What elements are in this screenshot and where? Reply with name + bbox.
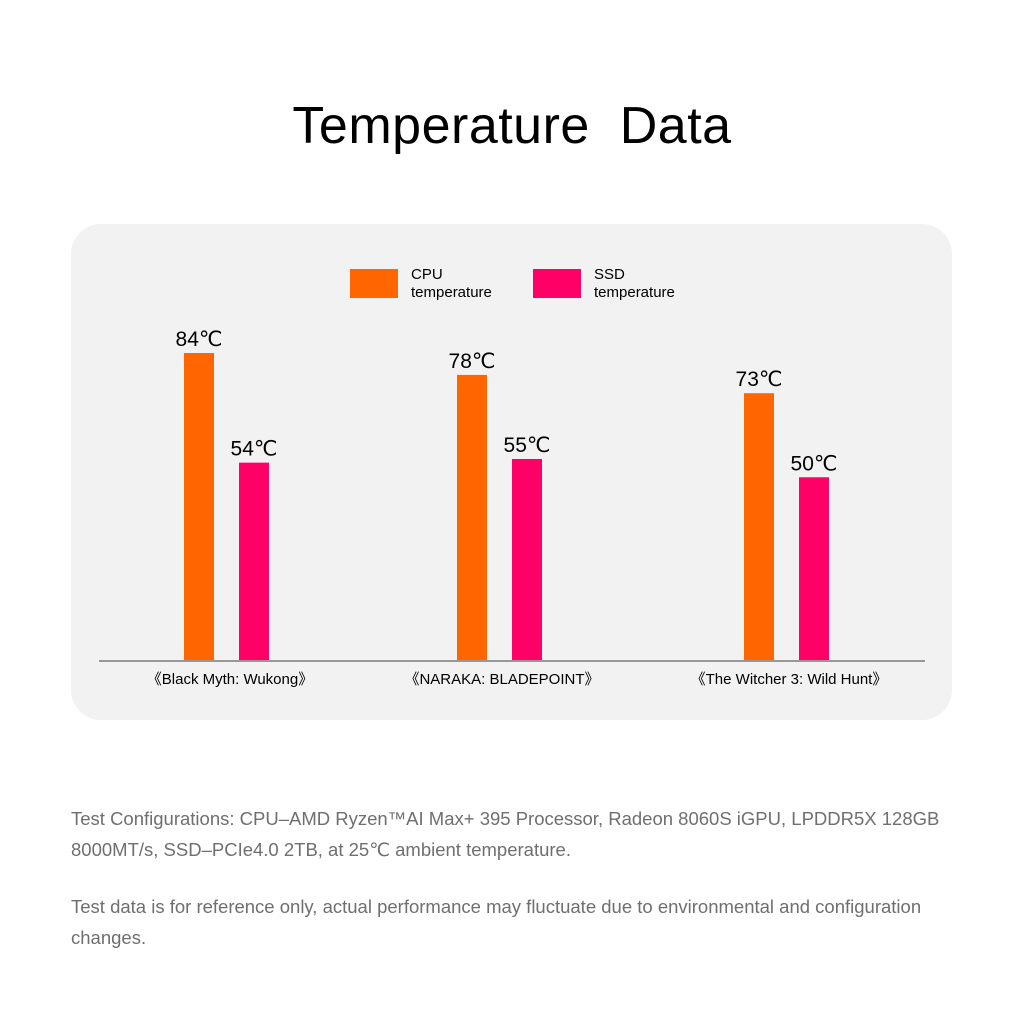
- legend-item-ssd: SSD temperature: [533, 266, 704, 302]
- bar-cpu-1: [457, 374, 487, 660]
- category-label-1: 《NARAKA: BLADEPOINT》: [404, 671, 599, 688]
- data-label-cpu-1: 78℃: [449, 350, 496, 373]
- legend-swatch-cpu: [350, 269, 398, 298]
- bar-ssd-0: [239, 462, 269, 660]
- bar-ssd-1: [512, 458, 542, 660]
- bar-cpu-0: [184, 353, 214, 660]
- category-label-2: 《The Witcher 3: Wild Hunt》: [691, 671, 888, 688]
- legend-item-cpu: CPU temperature: [350, 266, 521, 302]
- data-label-cpu-2: 73℃: [736, 368, 783, 391]
- legend-label-cpu: CPU temperature: [411, 266, 492, 301]
- category-label-0: 《Black Myth: Wukong》: [147, 671, 313, 688]
- test-configuration-note: Test Configurations: CPU–AMD Ryzen™AI Ma…: [71, 808, 940, 860]
- bar-ssd-2: [799, 477, 829, 660]
- bar-cpu-2: [744, 393, 774, 660]
- legend-label-ssd: SSD temperature: [594, 266, 675, 301]
- data-label-ssd-2: 50℃: [791, 452, 838, 475]
- legend-swatch-ssd: [533, 269, 581, 298]
- data-label-ssd-1: 55℃: [504, 434, 551, 457]
- data-label-cpu-0: 84℃: [176, 328, 223, 351]
- page-title: Temperature Data: [292, 97, 732, 155]
- disclaimer-note: Test data is for reference only, actual …: [71, 896, 922, 948]
- data-label-ssd-0: 54℃: [231, 438, 278, 461]
